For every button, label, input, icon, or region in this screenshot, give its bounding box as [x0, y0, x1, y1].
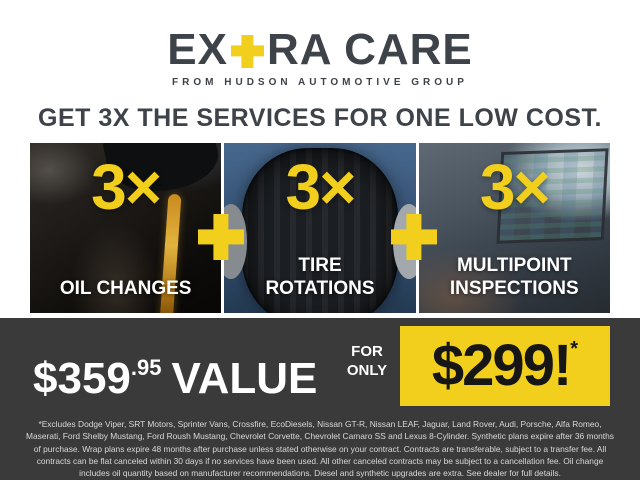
disclaimer-text: *Excludes Dodge Viper, SRT Motors, Sprin…: [26, 419, 614, 479]
value-price: $359.95 VALUE: [33, 328, 317, 419]
services-row: 3× OIL CHANGES 3× TIRE ROTATIONS 3× MULT…: [30, 143, 610, 313]
panel-tire-rotations: 3× TIRE ROTATIONS: [224, 143, 416, 313]
value-cents: .95: [130, 355, 162, 380]
panel-label: OIL CHANGES: [59, 277, 192, 299]
panel-label: TIRE ROTATIONS: [265, 254, 375, 299]
panel-oil-changes: 3× OIL CHANGES: [30, 143, 222, 313]
panel-multipoint-inspections: 3× MULTIPOINT INSPECTIONS: [418, 143, 610, 313]
logo-plus-icon: [231, 35, 264, 68]
for-only-line1: FOR: [351, 343, 383, 360]
multiplier-text: 3×: [91, 151, 162, 223]
brand-logo: EX RA CARE FROM HUDSON AUTOMOTIVE GROUP: [0, 28, 640, 89]
sale-asterisk: *: [570, 338, 579, 360]
sale-price-box: $299!*: [400, 326, 610, 406]
separator-plus-icon: [198, 214, 244, 260]
panel-label: MULTIPOINT INSPECTIONS: [449, 254, 579, 299]
value-amount: $359: [33, 354, 131, 403]
logo-wordmark: EX RA CARE: [167, 28, 473, 72]
headline: GET 3X THE SERVICES FOR ONE LOW COST.: [38, 104, 602, 132]
multiplier-text: 3×: [285, 151, 357, 223]
separator-plus-icon: [391, 214, 437, 260]
sale-price: $299!*: [431, 333, 579, 398]
for-only-connector: FOR ONLY: [336, 343, 398, 381]
multiplier-text: 3×: [479, 151, 551, 223]
logo-text-left: EX: [167, 25, 228, 74]
tire-photo: [241, 148, 399, 313]
brand-tagline: FROM HUDSON AUTOMOTIVE GROUP: [172, 77, 468, 88]
for-only-line2: ONLY: [346, 361, 388, 379]
value-word: VALUE: [171, 354, 318, 403]
offer-band: $359.95 VALUE FOR ONLY $299!* *Excludes D…: [0, 318, 640, 480]
logo-text-right: RA CARE: [266, 25, 473, 74]
